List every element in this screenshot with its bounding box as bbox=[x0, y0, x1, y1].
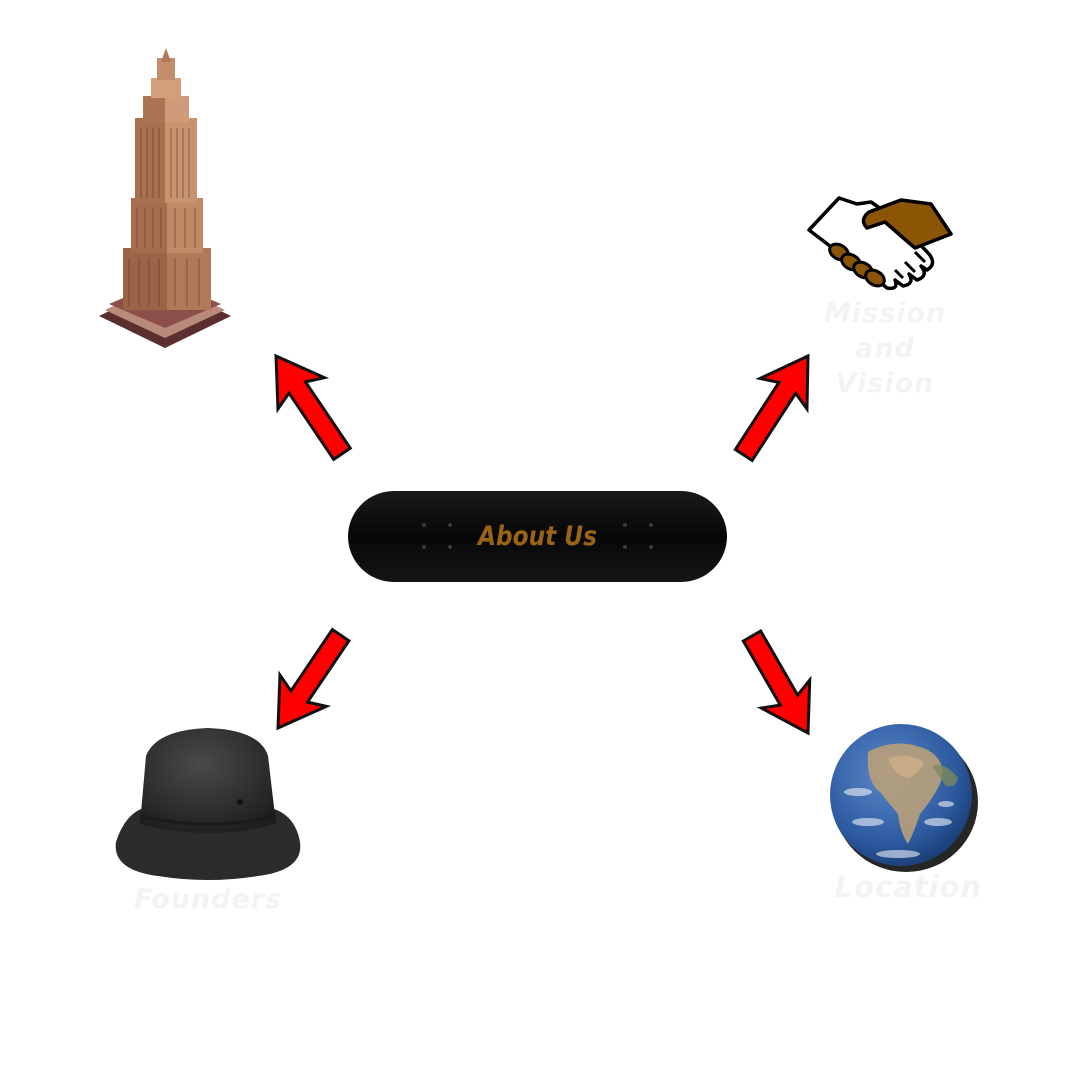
founders-node[interactable]: Founders bbox=[108, 724, 308, 924]
location-label: Location bbox=[834, 870, 983, 904]
handshake-icon bbox=[807, 196, 953, 291]
mission-label-line-2: and bbox=[855, 333, 915, 364]
skateboard-icon bbox=[348, 491, 727, 582]
mission-label-line-3: Vision bbox=[835, 368, 935, 399]
globe-icon bbox=[830, 724, 978, 872]
arrow-to-history bbox=[274, 353, 353, 462]
about-us-skateboard[interactable]: About Us bbox=[346, 489, 729, 584]
founders-label: Founders bbox=[133, 884, 283, 915]
mission-node[interactable]: Mission and Vision bbox=[805, 192, 965, 402]
about-us-label: About Us bbox=[478, 521, 597, 552]
skyscraper-icon bbox=[99, 48, 231, 348]
mission-label-line-1: Mission bbox=[823, 298, 947, 329]
arrow-to-location bbox=[741, 628, 812, 736]
mission-label: Mission and Vision bbox=[805, 296, 965, 401]
bucket-hat-icon bbox=[115, 728, 301, 880]
history-node[interactable] bbox=[95, 48, 235, 348]
location-node[interactable]: Location bbox=[826, 722, 991, 907]
